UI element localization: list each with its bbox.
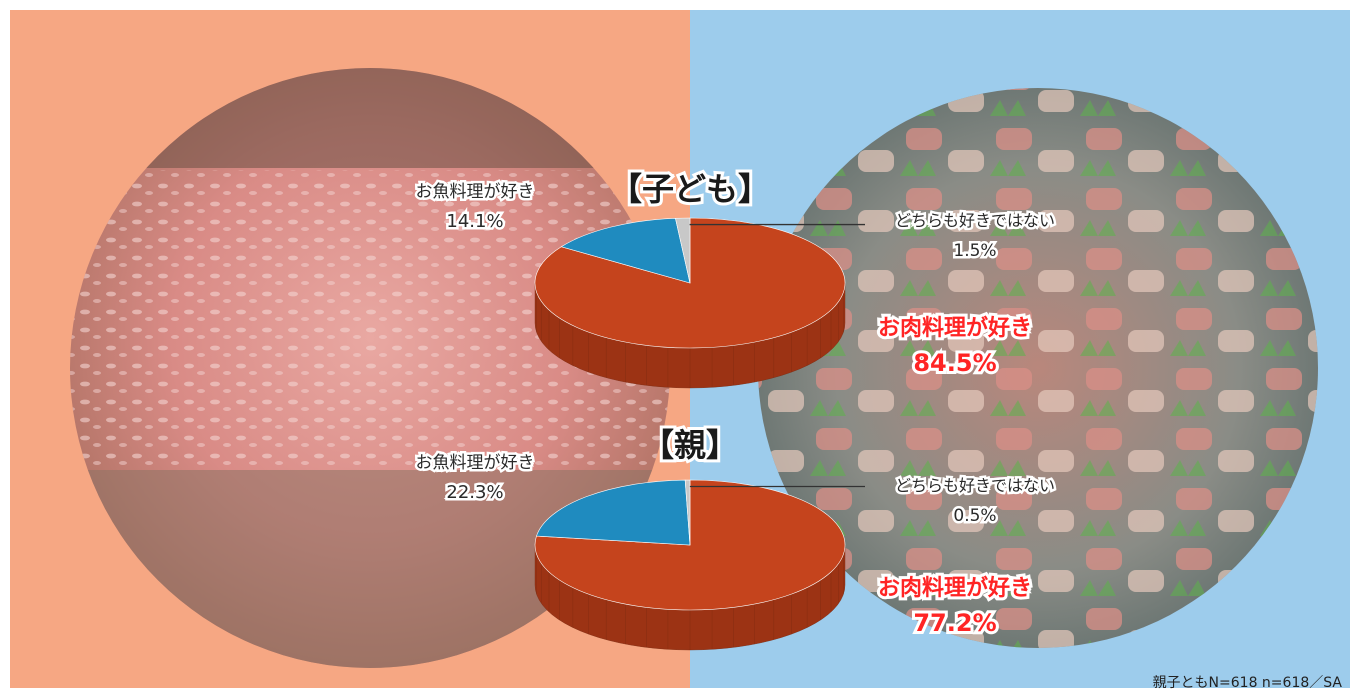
meat-label: お肉料理が好き: [878, 575, 1032, 601]
fish-label: お魚料理が好き: [416, 453, 535, 473]
neither-label: どちらも好きではない: [895, 476, 1055, 495]
pie-slice-fish: [536, 479, 691, 546]
pie-slice-meat: [534, 479, 846, 611]
neither-value: 0.5%: [953, 506, 996, 526]
neither-value: 1.5%: [953, 241, 996, 261]
meat-value: 84.5%: [913, 349, 996, 377]
pie-title: 【子ども】: [610, 170, 770, 208]
sushi-photo-circle: [758, 88, 1318, 648]
fish-value: 14.1%: [446, 211, 503, 232]
meat-value: 77.2%: [913, 609, 996, 637]
neither-label: どちらも好きではない: [895, 211, 1055, 230]
pie-slice-meat: [534, 217, 846, 349]
fish-label: お魚料理が好き: [416, 182, 535, 202]
pie-slice-neither: [675, 217, 691, 284]
pie-chart-children: 【子ども】 お魚料理が好き 14.1% どちらも好きではない 1.5% お肉料理が好き 84…: [413, 167, 1058, 389]
fish-value: 22.3%: [446, 482, 503, 503]
meat-label: お肉料理が好き: [878, 315, 1032, 341]
sample-size-footnote: 親子ともN=618 n=618／SA: [1152, 675, 1342, 691]
pie-slice-fish: [560, 217, 691, 284]
pie-slice-neither: [684, 479, 691, 546]
pie-chart-parents: 【親】お魚料理が好き 22.3% どちらも好きではない 0.5% お肉料理が好き 77.2…: [413, 423, 1058, 651]
pie-title: 【親】: [642, 426, 738, 464]
